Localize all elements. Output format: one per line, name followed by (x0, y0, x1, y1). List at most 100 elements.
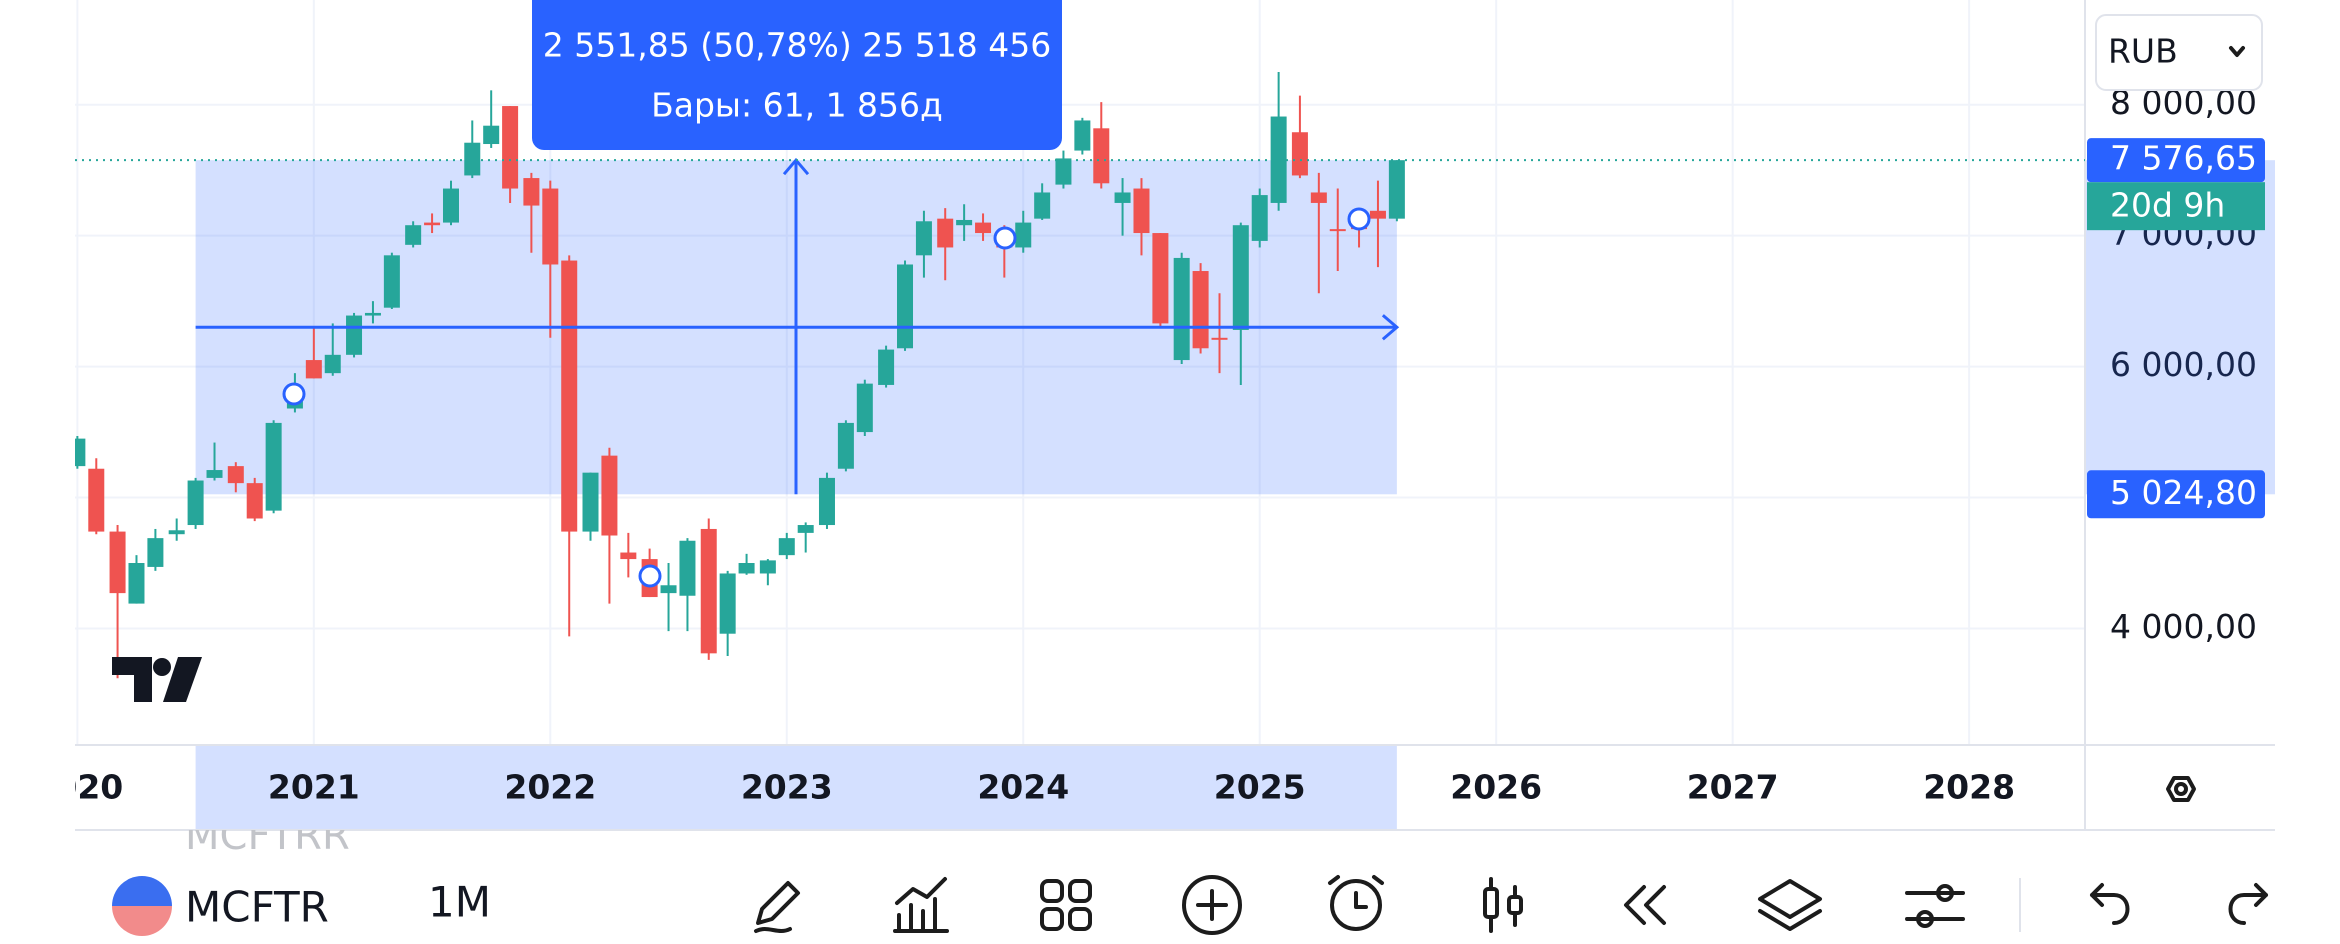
candle-body (128, 563, 145, 604)
x-tick-label: 2020 (31, 768, 123, 807)
candle-body (1310, 192, 1327, 203)
layers[interactable] (1758, 879, 1822, 931)
candle-body (265, 422, 282, 511)
x-tick-label: 2026 (1450, 768, 1542, 807)
candle-body (1329, 229, 1346, 232)
candle-body (582, 472, 599, 532)
candle-body (1055, 158, 1072, 185)
candle-body (346, 315, 363, 355)
x-tick-label: 2024 (977, 768, 1069, 807)
candle-body (109, 531, 126, 594)
candle-body (187, 480, 204, 526)
y-tick-label: 6 000,00 (2110, 345, 2257, 384)
dropdown-box[interactable] (2095, 14, 2263, 91)
candle-body (878, 349, 895, 385)
candle-body (442, 188, 459, 223)
x-tick-label: 2023 (741, 768, 833, 807)
candle-body (797, 525, 814, 533)
x-tick-label: 2025 (1214, 768, 1306, 807)
x-tick-label: 2028 (1923, 768, 2015, 807)
measure-low-label: 5 024,80 (2110, 473, 2257, 512)
candle-body (227, 466, 244, 484)
candle-body (719, 573, 736, 634)
candle-body (1173, 257, 1190, 361)
replay[interactable] (1624, 885, 1666, 925)
candle-body (1034, 192, 1051, 219)
hexagon-dot (2174, 782, 2188, 796)
redo[interactable] (2228, 883, 2268, 925)
candle-body (1114, 192, 1131, 203)
candle-body (464, 142, 481, 176)
candle-body (324, 354, 341, 374)
currency-dropdown[interactable]: RUB (2095, 14, 2263, 91)
candle-body (1192, 271, 1209, 349)
candle-body (75, 438, 86, 467)
candle-body (502, 106, 519, 189)
candle-body (383, 255, 400, 308)
candle-body (206, 470, 223, 478)
candle-body (305, 360, 322, 379)
alert[interactable] (1328, 875, 1384, 931)
candle-body (1251, 195, 1268, 241)
overlay: 2 551,85 (50,78%) 25 518 456 Бары: 61, 1 … (75, 0, 2265, 519)
chevron (2229, 46, 2245, 57)
measure-tooltip (532, 0, 1062, 150)
candle-body (483, 125, 500, 145)
candle-body (1133, 188, 1150, 234)
x-tick-label: 2021 (268, 768, 360, 807)
candle-body (660, 585, 677, 594)
candle-body (700, 528, 717, 654)
candle-body (620, 552, 637, 560)
candle-body (975, 222, 992, 234)
y-axis: 4 000,005 000,006 000,007 000,008 000,00 (2084, 0, 2275, 830)
event-marker (282, 382, 306, 406)
settings[interactable] (1905, 884, 1965, 928)
interval[interactable]: 1M (428, 878, 491, 927)
candle-body (364, 312, 381, 316)
candle-body (1211, 337, 1228, 340)
logo (112, 657, 202, 702)
countdown-badge (2087, 182, 2265, 231)
candle-body (937, 218, 954, 248)
symbol-flag (112, 876, 172, 936)
candle-body (818, 477, 835, 526)
candle-body (168, 530, 185, 535)
y-tick-label: 4 000,00 (2110, 607, 2257, 646)
event-marker (1347, 207, 1371, 231)
arrow-head (1381, 314, 1400, 341)
candle-body (837, 422, 854, 469)
add[interactable] (1182, 875, 1242, 935)
measure-line1: 2 551,85 (50,78%) 25 518 456 (543, 26, 1051, 65)
candle-body (915, 221, 932, 256)
countdown: 20d 9h (2110, 186, 2225, 225)
candle-body (246, 483, 263, 519)
layouts[interactable] (1040, 879, 1092, 931)
chart-type[interactable] (1483, 877, 1523, 933)
event-marker (993, 226, 1017, 250)
toolbar: MCFTRR MCFTR 1M (112, 813, 2268, 936)
x-axis: 2020 2021 2022 2023 2024 2025 2026 2027 2028 (31, 744, 2275, 831)
candle-body (1152, 233, 1169, 324)
candle-body (147, 538, 164, 567)
undo[interactable] (2090, 883, 2130, 925)
symbol-ghost: MCFTRR (185, 813, 350, 859)
price-badge (2087, 138, 2265, 183)
candle-body (405, 225, 422, 245)
candle-body (88, 468, 105, 532)
currency-label: RUB (2108, 32, 2178, 71)
range-highlight (195, 746, 1397, 829)
axis-settings[interactable] (2166, 776, 2196, 802)
event-marker (638, 564, 662, 588)
hexagon-icon (2166, 776, 2196, 802)
candle-body (759, 560, 776, 574)
candle-body (523, 178, 540, 206)
symbol[interactable]: MCFTR (185, 883, 329, 932)
measure-line2: Бары: 61, 1 856д (651, 86, 943, 125)
indicators[interactable] (893, 877, 949, 933)
draw-tool[interactable] (754, 881, 800, 933)
last-price-label: 7 576,65 (2110, 139, 2257, 178)
plot-area (75, 72, 1405, 679)
candle-body (956, 219, 973, 226)
